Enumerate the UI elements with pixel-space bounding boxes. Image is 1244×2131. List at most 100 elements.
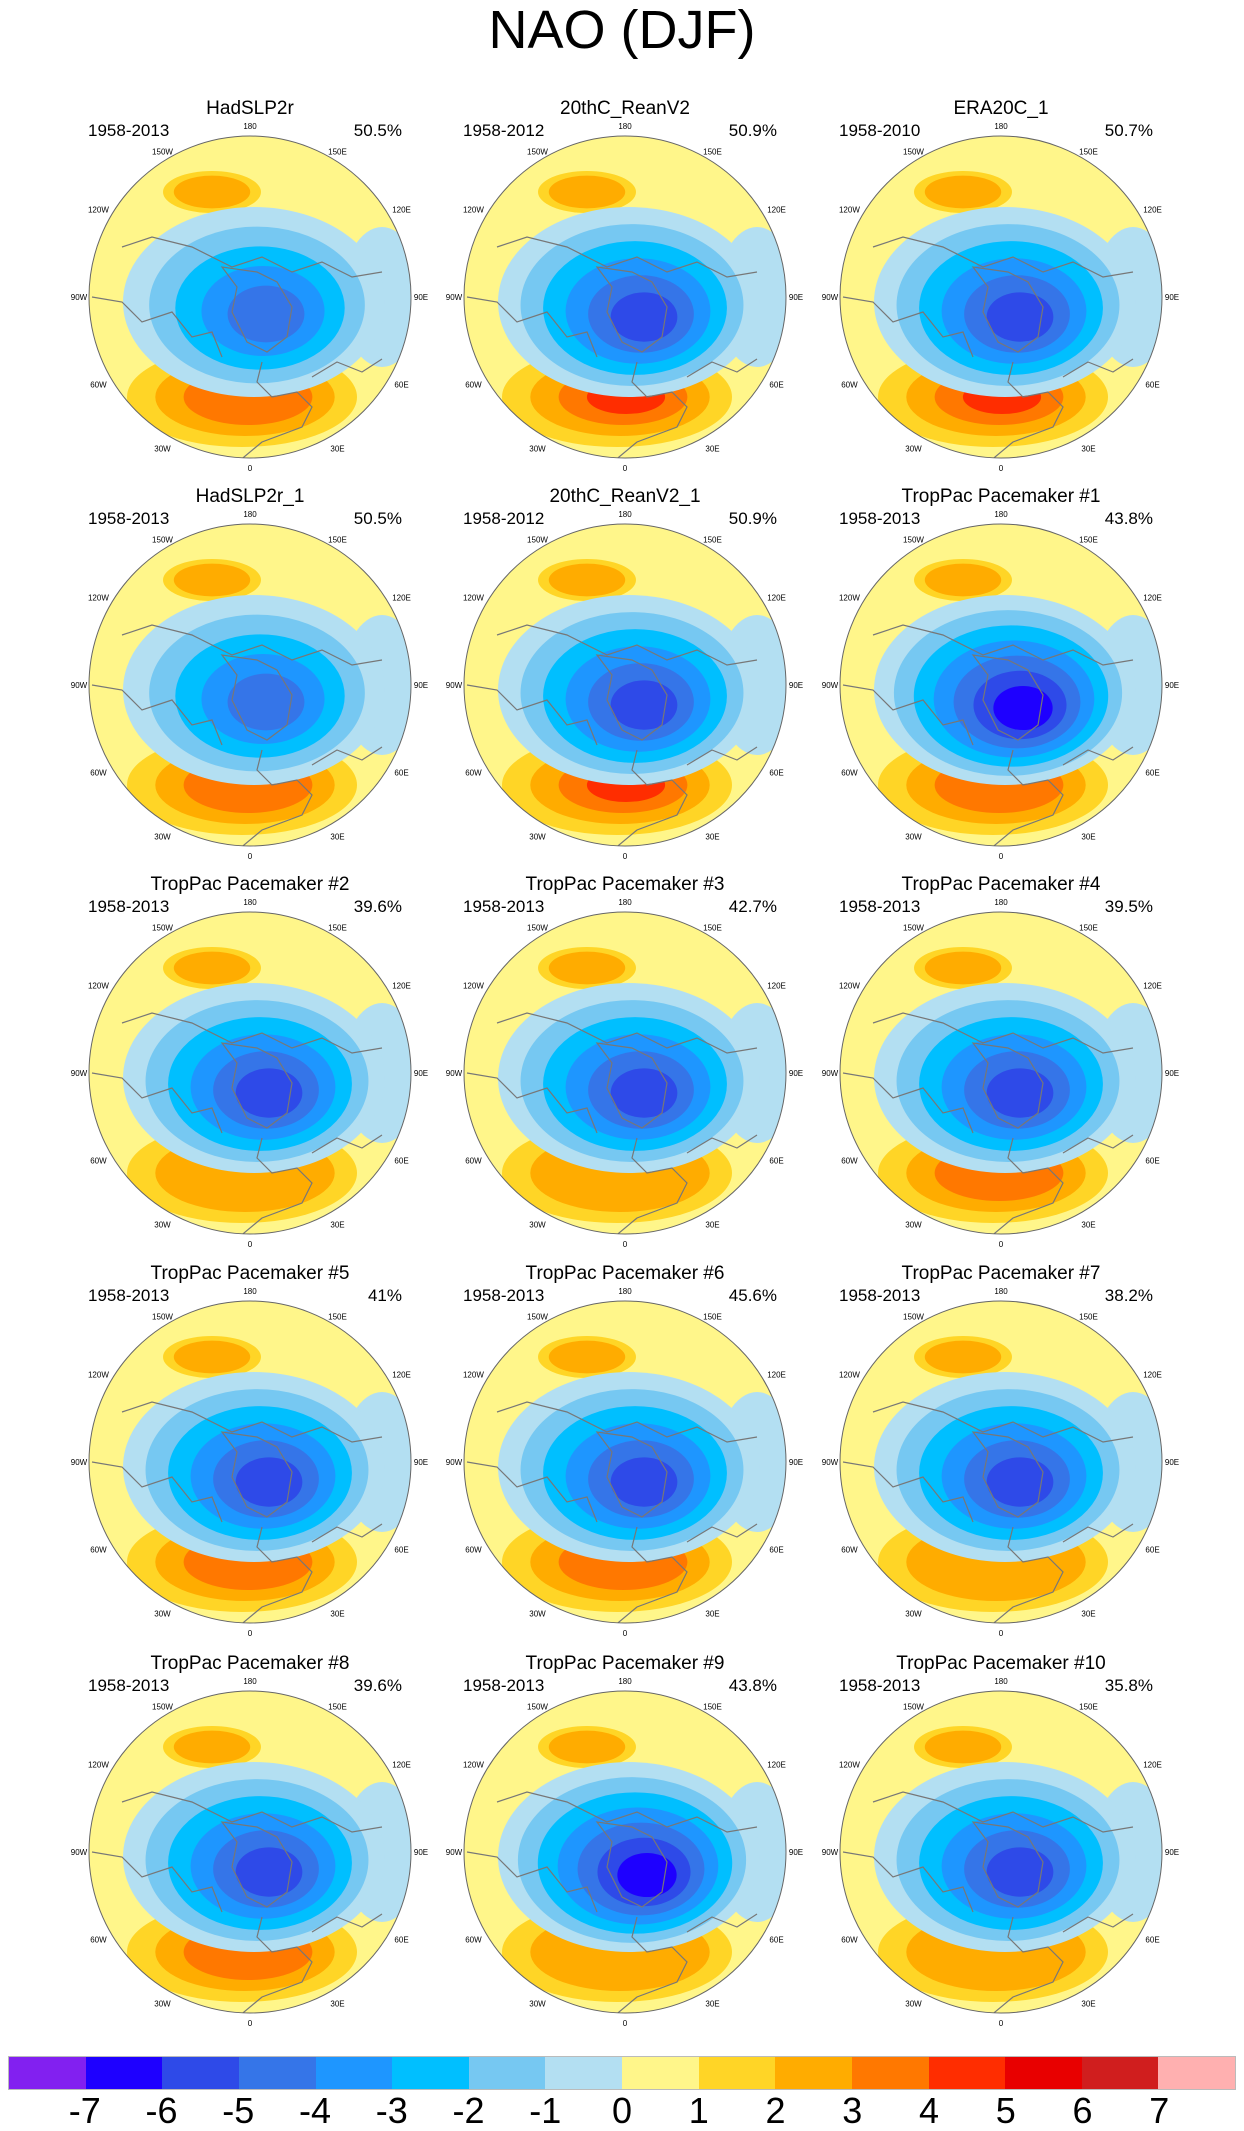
longitude-label: 30E <box>705 2000 719 2009</box>
longitude-label: 180 <box>994 1287 1008 1296</box>
contour-region-negative <box>227 285 305 343</box>
polar-map: 180 150E 120E 90E 60E 30E 0 30W 60W 90W 120W 150W <box>71 122 428 473</box>
colorbar-tick-label: -1 <box>529 2090 562 2131</box>
map-panel: 180 150E 120E 90E 60E 30E 0 30W 60W 90W 120W 150W Tr… <box>813 873 1189 1253</box>
longitude-label: 90W <box>822 1848 839 1857</box>
longitude-label: 90E <box>414 1458 428 1467</box>
longitude-label: 150E <box>1079 1702 1098 1711</box>
longitude-label: 180 <box>994 898 1008 907</box>
map-panel: 180 150E 120E 90E 60E 30E 0 30W 60W 90W 120W 150W Tr… <box>62 873 438 1253</box>
longitude-label: 60E <box>1145 769 1159 778</box>
coastline <box>220 1431 293 1518</box>
longitude-label: 150E <box>1079 535 1098 544</box>
panel-variance-percent: 41% <box>367 1286 402 1305</box>
longitude-label: 60W <box>841 1546 858 1555</box>
map-boundary <box>839 1690 1163 2014</box>
map-panel: 180 150E 120E 90E 60E 30E 0 30W 60W 90W 120W 150W 20… <box>437 485 813 865</box>
longitude-label: 180 <box>618 510 632 519</box>
longitude-label: 120E <box>1143 206 1162 215</box>
coastline <box>686 746 758 766</box>
longitude-label: 90E <box>414 1069 428 1078</box>
longitude-label: 60E <box>769 1936 783 1945</box>
longitude-label: 0 <box>248 852 253 861</box>
panel-period: 1958-2013 <box>88 121 170 140</box>
map-boundary <box>463 1300 787 1624</box>
longitude-label: 120W <box>839 206 860 215</box>
longitude-label: 30E <box>705 1610 719 1619</box>
coastline <box>595 1042 668 1129</box>
longitude-label: 150E <box>703 1702 722 1711</box>
longitude-label: 30E <box>1081 1221 1095 1230</box>
longitude-label: 90E <box>1165 1069 1179 1078</box>
longitude-label: 60W <box>90 1936 107 1945</box>
longitude-label: 30W <box>905 1221 922 1230</box>
colorbar-box <box>622 2057 699 2089</box>
map-boundary <box>88 911 412 1235</box>
colorbar-tick-label: 3 <box>842 2090 863 2131</box>
colorbar-tick-label: -3 <box>375 2090 408 2131</box>
longitude-label: 90W <box>71 293 88 302</box>
map-boundary <box>88 1300 412 1624</box>
longitude-label: 60E <box>769 381 783 390</box>
longitude-label: 150W <box>152 1312 173 1321</box>
longitude-label: 90W <box>71 1458 88 1467</box>
longitude-label: 0 <box>248 1629 253 1638</box>
map-boundary <box>463 135 787 459</box>
contour-region-positive <box>924 1730 1002 1764</box>
longitude-label: 30E <box>1081 1610 1095 1619</box>
longitude-label: 90E <box>414 1848 428 1857</box>
longitude-label: 60E <box>1145 381 1159 390</box>
longitude-label: 0 <box>248 2019 253 2028</box>
longitude-label: 60W <box>465 1157 482 1166</box>
map-panel: 180 150E 120E 90E 60E 30E 0 30W 60W 90W 120W 150W Tr… <box>813 1652 1189 2032</box>
panel-variance-percent: 35.8% <box>1104 1676 1153 1695</box>
coastline <box>872 1791 1134 1833</box>
longitude-label: 30W <box>154 1610 171 1619</box>
longitude-label: 60E <box>1145 1157 1159 1166</box>
contour-region-negative <box>610 680 678 730</box>
longitude-label: 150E <box>328 1312 347 1321</box>
longitude-label: 150W <box>152 535 173 544</box>
longitude-label: 150W <box>527 1312 548 1321</box>
panel-variance-percent: 39.6% <box>353 897 402 916</box>
map-panel: 180 150E 120E 90E 60E 30E 0 30W 60W 90W 120W 150W Tr… <box>437 873 813 1253</box>
panel-title: TropPac Pacemaker #6 <box>525 1263 725 1284</box>
coastline <box>121 236 383 278</box>
coastline <box>842 296 974 358</box>
coastline <box>842 1461 974 1523</box>
coastline <box>982 361 1064 458</box>
longitude-label: 120E <box>767 982 786 991</box>
longitude-label: 30E <box>705 1221 719 1230</box>
coastline <box>91 1461 223 1523</box>
contour-region-positive <box>173 563 251 597</box>
panel-title: TropPac Pacemaker #9 <box>525 1653 725 1674</box>
map-panel: 180 150E 120E 90E 60E 30E 0 30W 60W 90W 120W 150W Tr… <box>62 1262 438 1642</box>
longitude-label: 120W <box>88 1371 109 1380</box>
longitude-label: 60W <box>465 1546 482 1555</box>
coastline <box>1062 1134 1134 1154</box>
coastline <box>1062 1913 1134 1933</box>
longitude-label: 30W <box>154 2000 171 2009</box>
polar-map: 180 150E 120E 90E 60E 30E 0 30W 60W 90W 120W 150W <box>446 1677 803 2028</box>
longitude-label: 60W <box>841 1157 858 1166</box>
longitude-label: 90E <box>1165 293 1179 302</box>
polar-map: 180 150E 120E 90E 60E 30E 0 30W 60W 90W 120W 150W <box>71 898 428 1249</box>
coastline <box>606 1526 688 1623</box>
map-boundary <box>839 523 1163 847</box>
longitude-label: 90E <box>414 681 428 690</box>
longitude-label: 30W <box>905 1610 922 1619</box>
coastline <box>595 1821 668 1908</box>
coastline <box>982 749 1064 846</box>
longitude-label: 0 <box>623 1240 628 1249</box>
longitude-label: 150E <box>328 923 347 932</box>
panel-variance-percent: 39.6% <box>353 1676 402 1695</box>
panel-period: 1958-2013 <box>88 897 170 916</box>
map-panel: 180 150E 120E 90E 60E 30E 0 30W 60W 90W 120W 150W Tr… <box>813 485 1189 865</box>
polar-map: 180 150E 120E 90E 60E 30E 0 30W 60W 90W 120W 150W <box>446 510 803 861</box>
longitude-label: 180 <box>243 122 257 131</box>
map-boundary <box>88 1690 412 2014</box>
longitude-label: 120W <box>88 982 109 991</box>
colorbar-box <box>162 2057 239 2089</box>
longitude-label: 120W <box>839 1761 860 1770</box>
colorbar-box <box>775 2057 852 2089</box>
